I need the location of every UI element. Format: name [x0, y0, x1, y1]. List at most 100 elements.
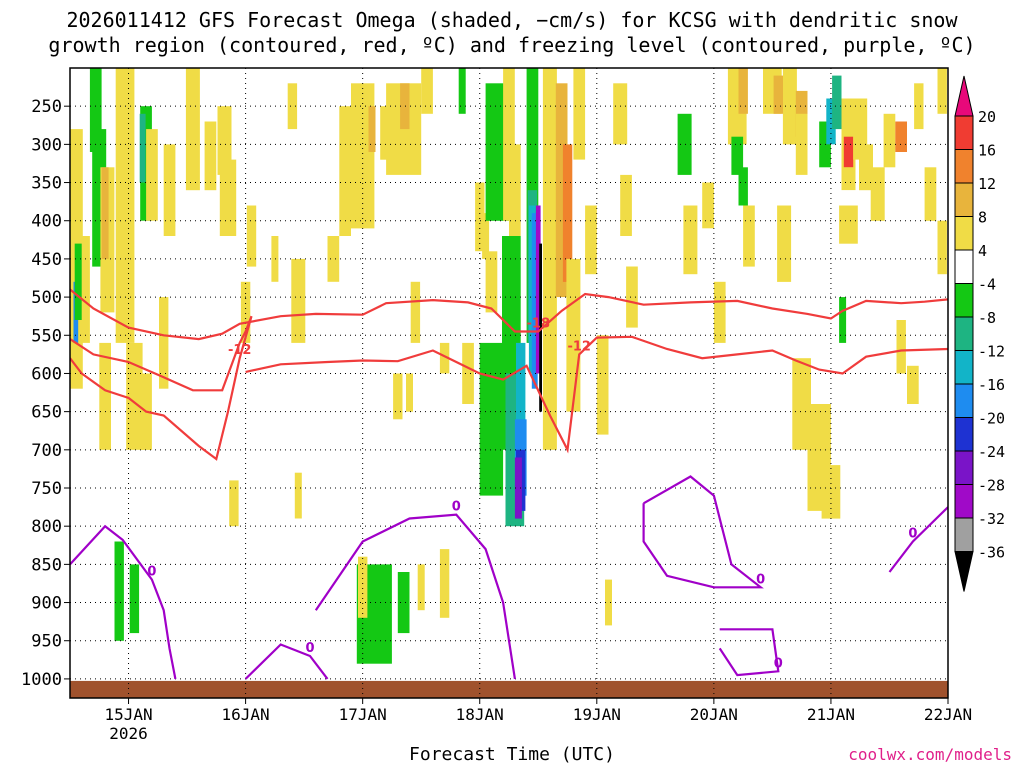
contour-freezing_e3 [888, 506, 948, 573]
omega-cell [839, 297, 847, 343]
omega-cell [114, 541, 124, 641]
omega-cell [204, 121, 217, 191]
colorbar-label: 16 [978, 142, 996, 160]
contour-freezing_e1 [642, 475, 764, 589]
x-tick-label: 21JAN [807, 705, 855, 724]
omega-cell [605, 579, 612, 626]
omega-cell [439, 549, 450, 618]
omega-cell [294, 472, 302, 519]
omega-cell [777, 205, 792, 282]
omega-cell [126, 342, 143, 450]
ground-strip [70, 680, 948, 698]
omega-cell [566, 258, 581, 412]
omega-cell [702, 182, 714, 229]
contour-label: 0 [147, 565, 156, 580]
x-tick-label: 18JAN [456, 705, 504, 724]
x-tick-label: 20JAN [690, 705, 738, 724]
omega-cell [514, 457, 522, 519]
omega-cell [140, 106, 152, 221]
omega-cell [400, 83, 410, 130]
axes-layer: 250 300 350 400 450 500 550 600 650 700 750 800 850 9… [21, 97, 972, 743]
contour-freezing_w [70, 524, 177, 680]
colorbar-segment [954, 316, 974, 351]
omega-cell [159, 297, 169, 389]
contour-label: -18 [527, 316, 551, 331]
omega-cell [738, 167, 748, 206]
omega-cell [896, 320, 906, 374]
colorbar-segment [954, 115, 974, 150]
y-tick-label: 550 [31, 326, 62, 346]
omega-cell [99, 342, 111, 450]
omega-cell [291, 258, 306, 343]
omega-cell [626, 266, 638, 328]
contour-freezing_mid [244, 643, 329, 680]
colorbar-label: 12 [978, 175, 996, 193]
y-tick-label: 300 [31, 135, 62, 155]
y-tick-label: 900 [31, 594, 62, 614]
omega-cell [713, 281, 726, 343]
x-tick-label: 15JAN [104, 705, 152, 724]
colorbar-label: 4 [978, 242, 987, 260]
omega-cell [139, 113, 146, 183]
omega-cell [129, 564, 140, 634]
omega-cell [462, 342, 474, 404]
omega-cell [479, 342, 504, 496]
contour-freezing_e2 [718, 628, 780, 677]
colorbar-label: -20 [978, 410, 1005, 428]
colorbar-label: -12 [978, 343, 1005, 361]
colorbar-segment [954, 249, 974, 284]
y-tick-label: 450 [31, 250, 62, 270]
contour-layer: -18 -12 -12 0 0 0 0 0 0 [70, 288, 948, 680]
colorbar-segment [954, 75, 974, 117]
omega-cell [585, 205, 597, 275]
omega-cell [539, 243, 542, 412]
colorbar-segment [954, 383, 974, 418]
omega-cell [683, 205, 698, 275]
omega-cell [458, 68, 466, 114]
omega-cell [907, 365, 919, 404]
colorbar-label: -28 [978, 477, 1005, 495]
colorbar-label: -24 [978, 443, 1005, 461]
omega-cell [826, 98, 836, 145]
contour-label: 0 [908, 526, 917, 541]
omega-cell [782, 68, 797, 145]
omega-cell [393, 373, 403, 420]
omega-cell [287, 83, 298, 130]
contour-label: 0 [305, 641, 314, 656]
omega-cell [406, 373, 413, 412]
colorbar-segment [954, 417, 974, 452]
y-tick-label: 250 [31, 97, 62, 117]
y-tick-label: 800 [31, 517, 62, 537]
y-tick-label: 950 [31, 632, 62, 652]
contour-label: -12 [567, 339, 591, 354]
omega-cell [229, 480, 239, 527]
chart-title-line-1: 2026011412 GFS Forecast Omega (shaded, −… [66, 8, 958, 32]
colorbar-segment [954, 149, 974, 184]
omega-cell [101, 167, 109, 259]
omega-cell [853, 98, 868, 160]
omega-cell [115, 68, 135, 343]
omega-cell [327, 236, 340, 282]
omega-cell [914, 83, 924, 130]
colorbar-label: -4 [978, 276, 996, 294]
colorbar-segment [954, 484, 974, 519]
contour-dgz_bottom_east [245, 335, 948, 454]
omega-cell [924, 167, 937, 221]
omega-cell [271, 236, 279, 282]
colorbar-label: -8 [978, 309, 996, 327]
omega-cell [596, 335, 609, 435]
omega-cell [219, 159, 237, 236]
omega-cell [677, 113, 692, 175]
omega-cell [773, 75, 783, 114]
x-tick-label: 16JAN [222, 705, 270, 724]
x-tick-label: 19JAN [573, 705, 621, 724]
y-tick-label: 400 [31, 212, 62, 232]
omega-cell [895, 121, 907, 152]
colorbar-segment [954, 216, 974, 251]
contour-label: 0 [452, 500, 461, 515]
omega-cell [421, 68, 433, 114]
colorbar-label: -16 [978, 376, 1005, 394]
contour-label: -12 [228, 343, 252, 358]
omega-cell [937, 68, 947, 114]
omega-cell [843, 136, 854, 168]
